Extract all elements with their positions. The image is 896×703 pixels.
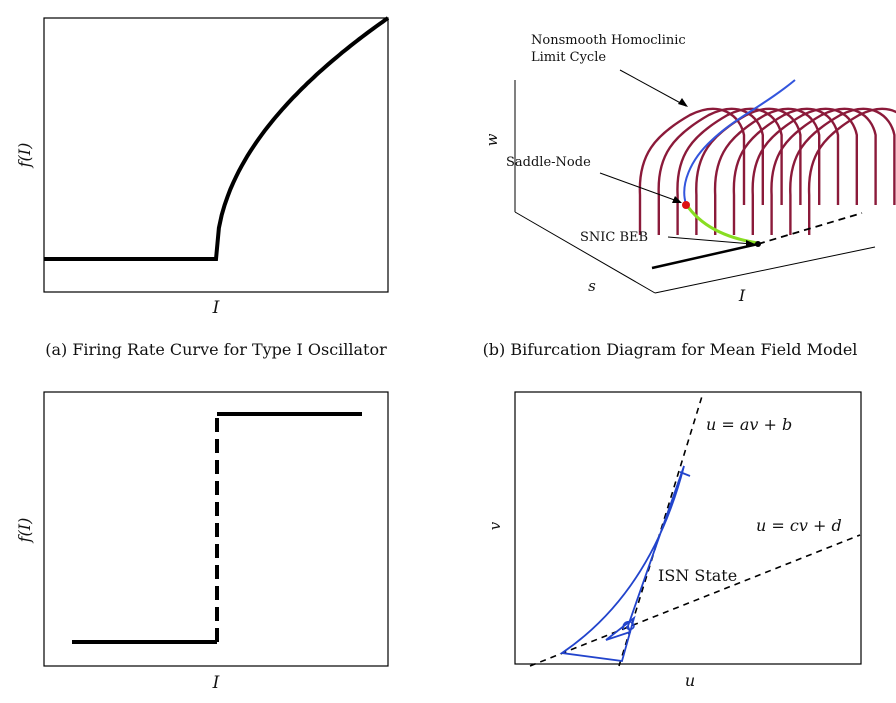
panel-b-annotation-limit-cycle-text: Nonsmooth Homoclinic Limit Cycle (531, 33, 686, 65)
panel-d-xlabel: u (685, 671, 695, 690)
panel-b-limit-cycle-loop (789, 107, 896, 235)
panel-d-annotation-state: ISN State (658, 566, 737, 585)
panel-b-stable-branch (651, 242, 759, 270)
panel-d-trajectory-spiral (622, 620, 635, 631)
panel-c: I f(I) (15, 391, 389, 693)
panel-d-ylabel: v (486, 521, 504, 530)
panel-b-unstable-branch (757, 212, 863, 245)
panel-a-series-line (44, 16, 390, 261)
panel-b-arrow-saddle-node (599, 172, 681, 203)
panel-b-limit-cycles (638, 107, 896, 235)
panel-b-saddle-node-point (682, 201, 690, 209)
panel-b-annotation-snic: SNIC BEB (580, 230, 648, 245)
panel-c-frame (43, 391, 389, 667)
panel-b-annotation-saddle-node: Saddle-Node (506, 155, 591, 170)
panel-b-arrow-snic (667, 236, 753, 245)
panel-c-series (72, 412, 362, 644)
panel-a-ylabel: f(I) (15, 143, 34, 169)
panel-d: u = av + b u = cv + d ISN State u v (486, 391, 862, 690)
panel-d-annotation-line1: u = av + b (706, 415, 792, 434)
panel-c-ylabel: f(I) (15, 518, 34, 544)
panel-a: I f(I) (a) Firing Rate Curve for Type I … (15, 16, 390, 359)
panel-b-arrowhead-limit-cycle (678, 98, 688, 107)
panel-b-blue-branch (683, 79, 796, 205)
panel-b-arrow-limit-cycle (619, 69, 687, 107)
panel-b-axis-label-i: I (738, 286, 746, 305)
panel-b-arrowhead-snic (746, 240, 755, 247)
panel-b: Nonsmooth Homoclinic Limit Cycle Saddle-N… (483, 33, 896, 359)
panel-d-trajectory (559, 465, 685, 662)
panel-a-caption: (a) Firing Rate Curve for Type I Oscilla… (45, 340, 387, 359)
panel-a-frame (43, 17, 389, 293)
panel-d-trajectory-tick (679, 471, 691, 477)
panel-a-xlabel: I (212, 298, 220, 318)
panel-b-axis-label-w: w (483, 133, 501, 146)
panel-b-arrowhead-saddle-node (672, 196, 682, 203)
panel-b-snic-point (755, 241, 761, 247)
panel-b-limit-cycle-loop (807, 107, 896, 235)
panel-d-annotation-line2: u = cv + d (756, 516, 842, 535)
panel-b-axis-label-s: s (588, 277, 596, 295)
panel-d-frame (514, 391, 862, 665)
panel-d-nullcline-2 (529, 534, 861, 667)
panel-c-xlabel: I (212, 673, 220, 693)
panel-b-axis-i (654, 246, 876, 294)
panel-b-axis-s (514, 211, 656, 294)
panel-b-caption: (b) Bifurcation Diagram for Mean Field M… (483, 340, 858, 359)
panel-b-limit-cycle-loop (770, 107, 877, 235)
